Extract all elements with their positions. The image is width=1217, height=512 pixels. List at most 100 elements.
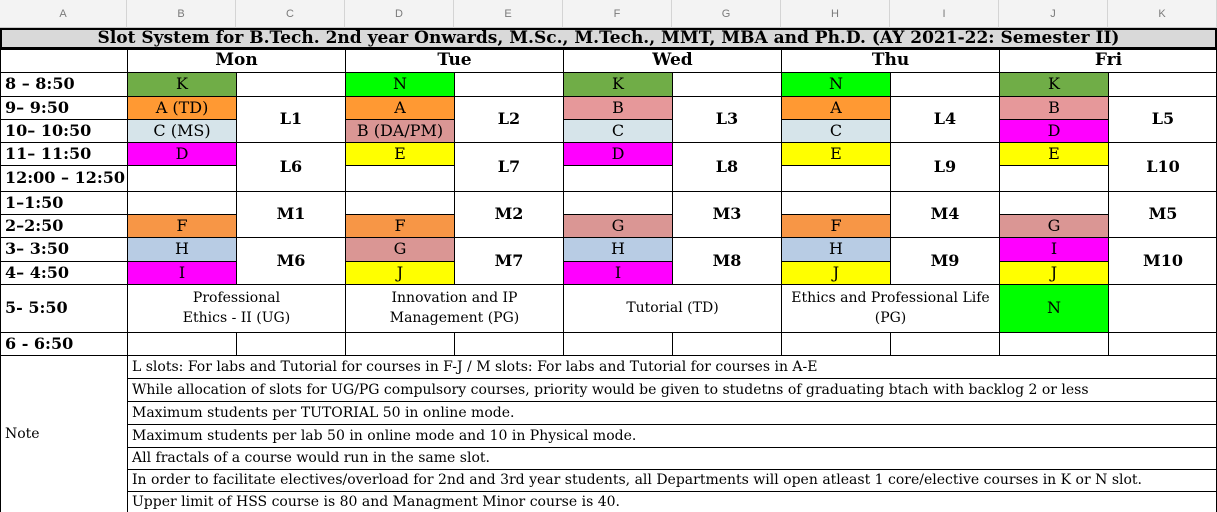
lab-mon-l-morning[interactable]: L1 bbox=[236, 96, 345, 142]
lab-wed-six-pm[interactable] bbox=[672, 332, 781, 355]
slot-mon-r3[interactable]: H bbox=[127, 237, 236, 261]
lab-thu-m-top[interactable]: M4 bbox=[890, 191, 999, 237]
slot-tue-r11[interactable]: E bbox=[345, 142, 454, 165]
slot-wed-r3[interactable]: H bbox=[563, 237, 672, 261]
slot-mon-r9[interactable]: A (TD) bbox=[127, 96, 236, 119]
lab-fri-six-pm[interactable] bbox=[1108, 332, 1217, 355]
slot-thu-five-pm[interactable]: Ethics and Professional Life (PG) bbox=[781, 284, 999, 332]
slot-tue-r2[interactable]: F bbox=[345, 214, 454, 237]
note-row[interactable]: Upper limit of HSS course is 80 and Mana… bbox=[127, 491, 1217, 512]
slot-tue-five-pm[interactable]: Innovation and IP Management (PG) bbox=[345, 284, 563, 332]
lab-mon-l-noon[interactable]: L6 bbox=[236, 142, 345, 191]
slot-thu-r9[interactable]: A bbox=[781, 96, 890, 119]
column-header-j[interactable]: J bbox=[999, 0, 1108, 28]
column-header-g[interactable]: G bbox=[672, 0, 781, 28]
slot-wed-r9[interactable]: B bbox=[563, 96, 672, 119]
slot-mon-r4[interactable]: I bbox=[127, 261, 236, 284]
time-label[interactable]: 4– 4:50 bbox=[0, 261, 127, 284]
lab-mon-six-pm[interactable] bbox=[236, 332, 345, 355]
lab-wed-empty-8[interactable] bbox=[672, 72, 781, 96]
slot-thu-r8[interactable]: N bbox=[781, 72, 890, 96]
column-header-h[interactable]: H bbox=[781, 0, 890, 28]
lab-thu-l-noon[interactable]: L9 bbox=[890, 142, 999, 191]
slot-tue-empty-12[interactable] bbox=[345, 165, 454, 191]
column-header-f[interactable]: F bbox=[563, 0, 672, 28]
slot-thu-r11[interactable]: E bbox=[781, 142, 890, 165]
slot-mon-r8[interactable]: K bbox=[127, 72, 236, 96]
day-header-fri[interactable]: Fri bbox=[999, 49, 1217, 72]
slot-mon-six-pm[interactable] bbox=[127, 332, 236, 355]
column-header-k[interactable]: K bbox=[1108, 0, 1217, 28]
slot-fri-r5[interactable]: N bbox=[999, 284, 1108, 332]
slot-fri-empty-1[interactable] bbox=[999, 191, 1108, 214]
lab-fri-l-morning[interactable]: L5 bbox=[1108, 96, 1217, 142]
slot-tue-r3[interactable]: G bbox=[345, 237, 454, 261]
slot-wed-r8[interactable]: K bbox=[563, 72, 672, 96]
slot-fri-r10[interactable]: D bbox=[999, 119, 1108, 142]
slot-wed-r10[interactable]: C bbox=[563, 119, 672, 142]
slot-mon-empty-1[interactable] bbox=[127, 191, 236, 214]
slot-fri-r3[interactable]: I bbox=[999, 237, 1108, 261]
lab-mon-empty-8[interactable] bbox=[236, 72, 345, 96]
slot-tue-r9[interactable]: A bbox=[345, 96, 454, 119]
lab-fri-l-noon[interactable]: L10 bbox=[1108, 142, 1217, 191]
slot-tue-r8[interactable]: N bbox=[345, 72, 454, 96]
day-header-wed[interactable]: Wed bbox=[563, 49, 781, 72]
slot-tue-r10[interactable]: B (DA/PM) bbox=[345, 119, 454, 142]
lab-wed-m-bottom[interactable]: M8 bbox=[672, 237, 781, 284]
column-header-i[interactable]: I bbox=[890, 0, 999, 28]
time-label[interactable]: 10– 10:50 bbox=[0, 119, 127, 142]
slot-thu-empty-1[interactable] bbox=[781, 191, 890, 214]
slot-fri-r4[interactable]: J bbox=[999, 261, 1108, 284]
slot-fri-r8[interactable]: K bbox=[999, 72, 1108, 96]
lab-tue-six-pm[interactable] bbox=[454, 332, 563, 355]
time-label[interactable]: 2–2:50 bbox=[0, 214, 127, 237]
note-row[interactable]: L slots: For labs and Tutorial for cours… bbox=[127, 355, 1217, 378]
slot-mon-r10[interactable]: C (MS) bbox=[127, 119, 236, 142]
lab-tue-l-noon[interactable]: L7 bbox=[454, 142, 563, 191]
slot-mon-empty-12[interactable] bbox=[127, 165, 236, 191]
slot-wed-r4[interactable]: I bbox=[563, 261, 672, 284]
slot-wed-empty-1[interactable] bbox=[563, 191, 672, 214]
lab-tue-empty-8[interactable] bbox=[454, 72, 563, 96]
slot-wed-six-pm[interactable] bbox=[563, 332, 672, 355]
lab-thu-empty-8[interactable] bbox=[890, 72, 999, 96]
day-header-tue[interactable]: Tue bbox=[345, 49, 563, 72]
slot-fri-r9[interactable]: B bbox=[999, 96, 1108, 119]
time-label[interactable]: 8 – 8:50 bbox=[0, 72, 127, 96]
slot-mon-r2[interactable]: F bbox=[127, 214, 236, 237]
lab-tue-m-top[interactable]: M2 bbox=[454, 191, 563, 237]
lab-fri-m-top[interactable]: M5 bbox=[1108, 191, 1217, 237]
time-label[interactable]: 9– 9:50 bbox=[0, 96, 127, 119]
column-header-d[interactable]: D bbox=[345, 0, 454, 28]
slot-thu-six-pm[interactable] bbox=[781, 332, 890, 355]
slot-thu-r4[interactable]: J bbox=[781, 261, 890, 284]
lab-thu-six-pm[interactable] bbox=[890, 332, 999, 355]
day-header-mon[interactable]: Mon bbox=[127, 49, 345, 72]
lab-mon-m-bottom[interactable]: M6 bbox=[236, 237, 345, 284]
slot-wed-r11[interactable]: D bbox=[563, 142, 672, 165]
column-header-a[interactable]: A bbox=[0, 0, 127, 28]
slot-mon-r11[interactable]: D bbox=[127, 142, 236, 165]
time-label[interactable]: 1–1:50 bbox=[0, 191, 127, 214]
slot-tue-six-pm[interactable] bbox=[345, 332, 454, 355]
lab-wed-m-top[interactable]: M3 bbox=[672, 191, 781, 237]
day-header-corner[interactable] bbox=[0, 49, 127, 72]
day-header-thu[interactable]: Thu bbox=[781, 49, 999, 72]
column-header-c[interactable]: C bbox=[236, 0, 345, 28]
note-row[interactable]: Maximum students per TUTORIAL 50 in onli… bbox=[127, 401, 1217, 424]
note-row[interactable]: All fractals of a course would run in th… bbox=[127, 447, 1217, 469]
slot-tue-empty-1[interactable] bbox=[345, 191, 454, 214]
column-header-e[interactable]: E bbox=[454, 0, 563, 28]
note-row[interactable]: While allocation of slots for UG/PG comp… bbox=[127, 378, 1217, 401]
lab-thu-l-morning[interactable]: L4 bbox=[890, 96, 999, 142]
lab-thu-m-bottom[interactable]: M9 bbox=[890, 237, 999, 284]
slot-fri-r2[interactable]: G bbox=[999, 214, 1108, 237]
slot-tue-r4[interactable]: J bbox=[345, 261, 454, 284]
lab-tue-m-bottom[interactable]: M7 bbox=[454, 237, 563, 284]
sheet-title[interactable]: Slot System for B.Tech. 2nd year Onwards… bbox=[0, 28, 1217, 49]
time-label[interactable]: 6 - 6:50 bbox=[0, 332, 127, 355]
lab-tue-l-morning[interactable]: L2 bbox=[454, 96, 563, 142]
time-label[interactable]: 11– 11:50 bbox=[0, 142, 127, 165]
slot-wed-r2[interactable]: G bbox=[563, 214, 672, 237]
